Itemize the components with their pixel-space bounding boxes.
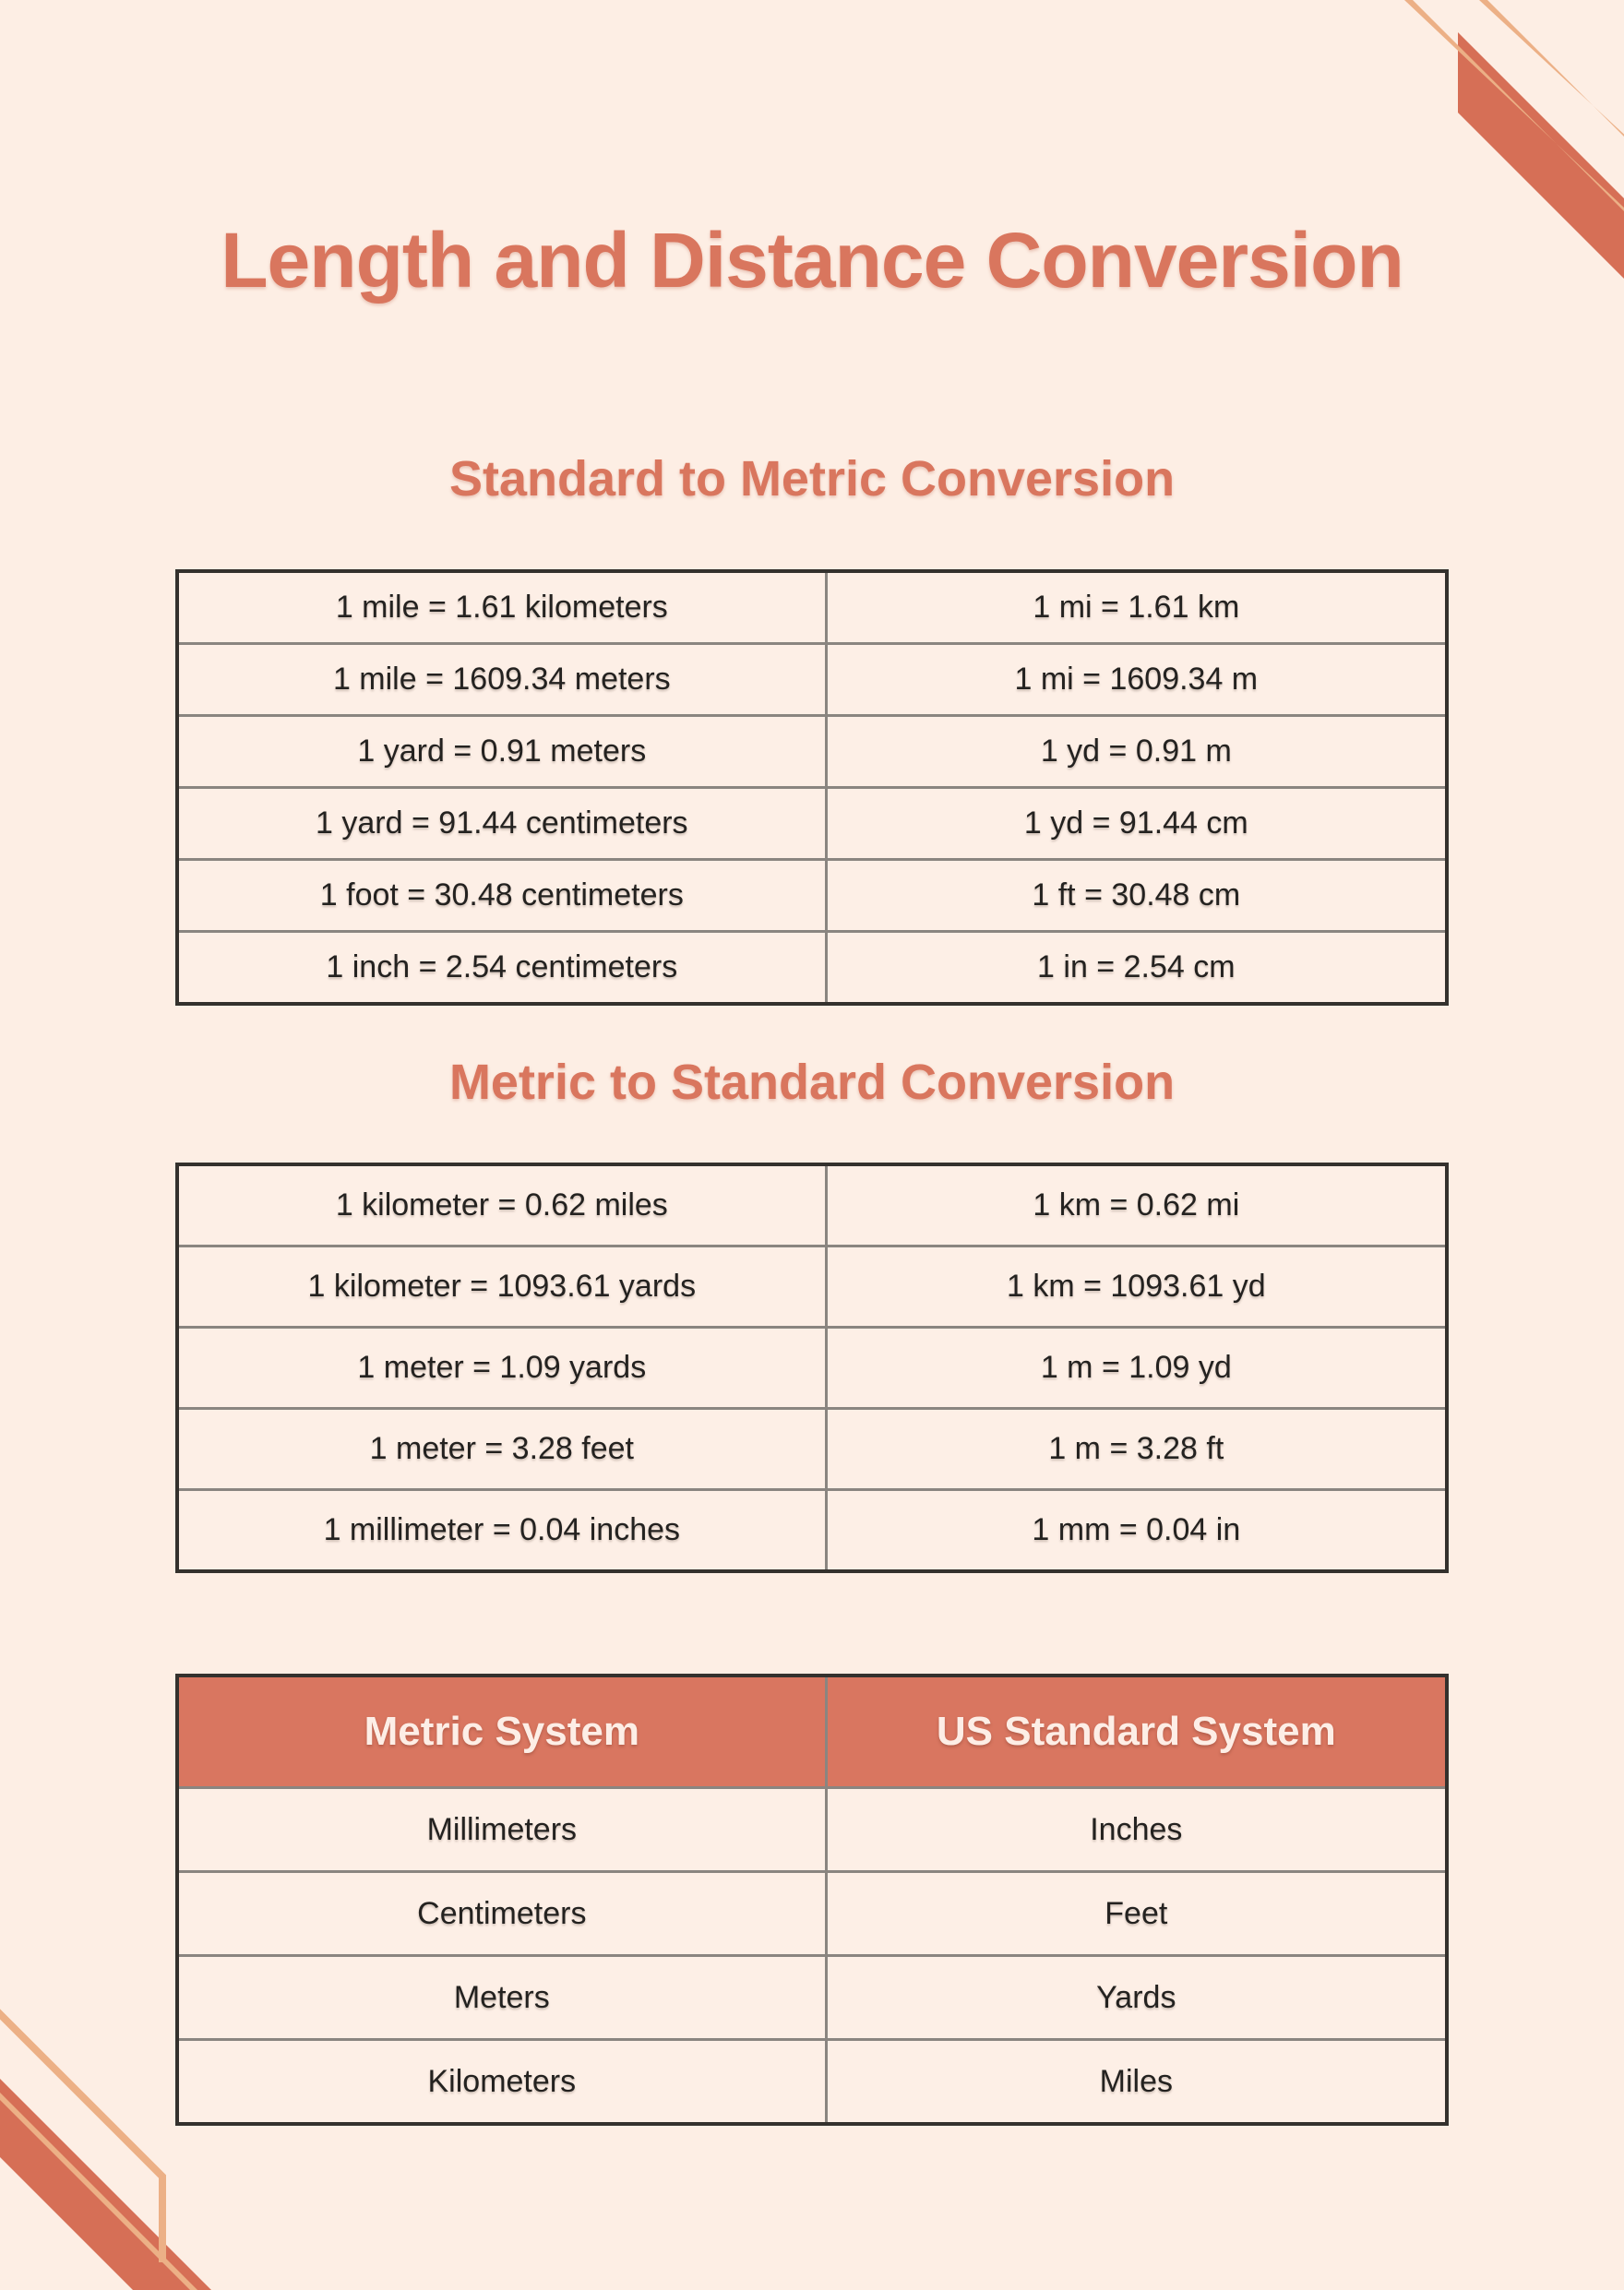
conversion-long-cell: 1 millimeter = 0.04 inches xyxy=(175,1488,828,1573)
metric-system-header: Metric System xyxy=(175,1674,828,1789)
conversion-long-cell: 1 inch = 2.54 centimeters xyxy=(175,930,828,1006)
us-standard-system-header: US Standard System xyxy=(824,1674,1449,1789)
conversion-abbrev-cell: 1 km = 1093.61 yd xyxy=(824,1245,1449,1329)
ribbon-light-stripe xyxy=(0,2093,197,2290)
conversion-abbrev-cell: 1 ft = 30.48 cm xyxy=(824,858,1449,933)
table-row: Centimeters Feet xyxy=(175,1870,1449,1957)
conversion-long-cell: 1 meter = 3.28 feet xyxy=(175,1407,828,1491)
table-row: 1 millimeter = 0.04 inches 1 mm = 0.04 i… xyxy=(175,1488,1449,1573)
section-heading-metric-to-standard: Metric to Standard Conversion xyxy=(448,1055,1176,1110)
metric-to-standard-table: 1 kilometer = 0.62 miles 1 km = 0.62 mi … xyxy=(175,1163,1449,1573)
section-heading-standard-to-metric: Standard to Metric Conversion xyxy=(448,451,1176,507)
us-unit-cell: Miles xyxy=(824,2038,1449,2126)
us-unit-cell: Inches xyxy=(824,1786,1449,1873)
conversion-abbrev-cell: 1 km = 0.62 mi xyxy=(824,1163,1449,1247)
table-row: 1 yard = 0.91 meters 1 yd = 0.91 m xyxy=(175,714,1449,789)
conversion-long-cell: 1 kilometer = 1093.61 yards xyxy=(175,1245,828,1329)
table-row: Kilometers Miles xyxy=(175,2038,1449,2126)
metric-unit-cell: Centimeters xyxy=(175,1870,828,1957)
table-row: Millimeters Inches xyxy=(175,1786,1449,1873)
metric-unit-cell: Millimeters xyxy=(175,1786,828,1873)
us-unit-cell: Feet xyxy=(824,1870,1449,1957)
ribbon-light-line xyxy=(1479,0,1624,137)
table-row: 1 meter = 3.28 feet 1 m = 3.28 ft xyxy=(175,1407,1449,1491)
table-row: 1 meter = 1.09 yards 1 m = 1.09 yd xyxy=(175,1326,1449,1410)
conversion-abbrev-cell: 1 mi = 1.61 km xyxy=(824,569,1449,645)
metric-unit-cell: Kilometers xyxy=(175,2038,828,2126)
table-row: 1 inch = 2.54 centimeters 1 in = 2.54 cm xyxy=(175,930,1449,1006)
conversion-abbrev-cell: 1 yd = 0.91 m xyxy=(824,714,1449,789)
table-row: 1 foot = 30.48 centimeters 1 ft = 30.48 … xyxy=(175,858,1449,933)
conversion-long-cell: 1 foot = 30.48 centimeters xyxy=(175,858,828,933)
conversion-abbrev-cell: 1 mi = 1609.34 m xyxy=(824,642,1449,717)
table-row: 1 mile = 1.61 kilometers 1 mi = 1.61 km xyxy=(175,569,1449,645)
table-row: 1 mile = 1609.34 meters 1 mi = 1609.34 m xyxy=(175,642,1449,717)
metric-unit-cell: Meters xyxy=(175,1954,828,2041)
conversion-long-cell: 1 yard = 0.91 meters xyxy=(175,714,828,789)
conversion-long-cell: 1 yard = 91.44 centimeters xyxy=(175,786,828,861)
conversion-abbrev-cell: 1 m = 1.09 yd xyxy=(824,1326,1449,1410)
table-row: 1 yard = 91.44 centimeters 1 yd = 91.44 … xyxy=(175,786,1449,861)
page-title: Length and Distance Conversion xyxy=(221,217,1404,304)
conversion-long-cell: 1 kilometer = 0.62 miles xyxy=(175,1163,828,1247)
conversion-long-cell: 1 mile = 1.61 kilometers xyxy=(175,569,828,645)
conversion-abbrev-cell: 1 m = 3.28 ft xyxy=(824,1407,1449,1491)
table-row: 1 kilometer = 1093.61 yards 1 km = 1093.… xyxy=(175,1245,1449,1329)
corner-ribbon-top-right-decoration xyxy=(1404,0,1624,279)
table-header-row: Metric System US Standard System xyxy=(175,1674,1449,1789)
ribbon-bent-light-line xyxy=(0,2009,166,2262)
conversion-abbrev-cell: 1 yd = 91.44 cm xyxy=(824,786,1449,861)
us-unit-cell: Yards xyxy=(824,1954,1449,2041)
conversion-abbrev-cell: 1 in = 2.54 cm xyxy=(824,930,1449,1006)
conversion-long-cell: 1 mile = 1609.34 meters xyxy=(175,642,828,717)
systems-comparison-table: Metric System US Standard System Millime… xyxy=(175,1674,1449,2126)
standard-to-metric-table: 1 mile = 1.61 kilometers 1 mi = 1.61 km … xyxy=(175,569,1449,1006)
table-row: Meters Yards xyxy=(175,1954,1449,2041)
table-row: 1 kilometer = 0.62 miles 1 km = 0.62 mi xyxy=(175,1163,1449,1247)
conversion-abbrev-cell: 1 mm = 0.04 in xyxy=(824,1488,1449,1573)
ribbon-band xyxy=(1458,32,1624,279)
conversion-long-cell: 1 meter = 1.09 yards xyxy=(175,1326,828,1410)
